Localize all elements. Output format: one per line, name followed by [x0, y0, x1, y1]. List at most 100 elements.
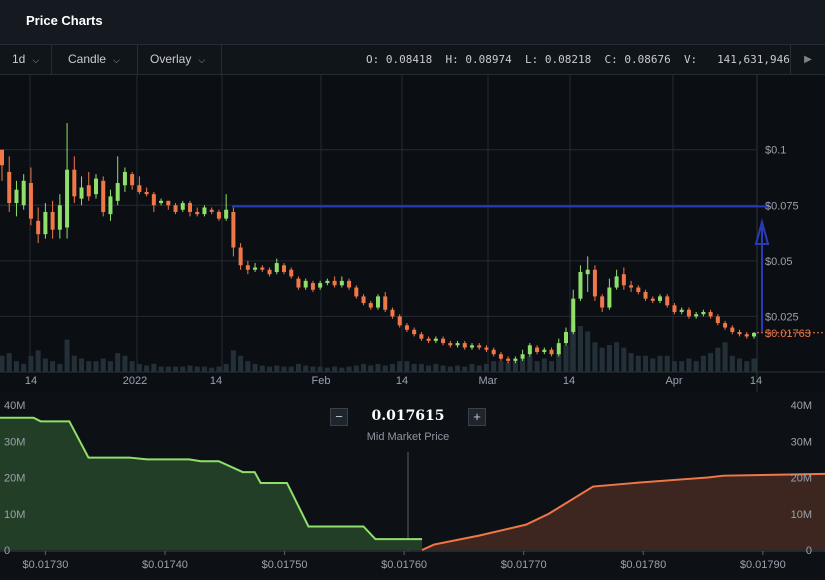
volume-bar	[635, 355, 641, 372]
candle-body	[390, 309, 395, 317]
overlay-dropdown[interactable]: Overlay ⌵	[138, 45, 222, 74]
candle-body	[412, 329, 417, 335]
depth-right-tick-label: 0	[806, 545, 812, 557]
volume-bar	[397, 361, 403, 372]
volume-bar	[42, 358, 48, 372]
volume-bar	[165, 366, 171, 372]
candle-body	[79, 187, 84, 199]
candle-body	[296, 278, 301, 288]
candle-body	[592, 269, 597, 297]
volume-bar	[389, 363, 395, 372]
candle-body	[267, 269, 272, 275]
price-axis-tick-label: $0.075	[765, 200, 799, 212]
candle	[629, 280, 634, 292]
play-button[interactable]: ▶	[790, 45, 825, 74]
volume-bar	[259, 365, 265, 372]
volume-bar	[223, 363, 229, 372]
candle-body	[50, 211, 55, 230]
high-label: H:	[445, 53, 459, 66]
candle-body	[549, 349, 554, 355]
volume-bar	[201, 366, 207, 372]
volume-bar	[686, 358, 692, 372]
candle-body	[752, 332, 756, 337]
candle-body	[665, 296, 670, 306]
candle-body	[607, 287, 612, 308]
zoom-in-button[interactable]: +	[468, 408, 486, 426]
depth-x-tick-label: $0.01740	[142, 559, 188, 571]
volume-bar	[585, 331, 591, 372]
candle	[441, 336, 446, 346]
interval-dropdown[interactable]: 1d ⌵	[0, 45, 52, 74]
candle-body	[426, 338, 431, 341]
play-icon: ▶	[804, 54, 812, 65]
volume-bar	[107, 361, 113, 372]
mid-market-price-label: Mid Market Price	[366, 431, 450, 443]
candle	[621, 267, 626, 290]
candle	[202, 205, 207, 217]
candle	[715, 314, 720, 326]
candle	[282, 263, 286, 275]
volume-bar	[129, 361, 135, 372]
candle-body	[672, 305, 677, 312]
chart-toolbar: 1d ⌵ Candle ⌵ Overlay ⌵ O: 0.08418 H: 0.089…	[0, 45, 825, 75]
candle	[701, 309, 706, 317]
volume-bar	[404, 361, 410, 372]
volume-bar	[440, 365, 446, 372]
candle-body	[564, 331, 568, 344]
candle-body	[383, 296, 388, 310]
candle	[723, 320, 728, 330]
low-value: 0.08218	[544, 53, 592, 66]
price-chart[interactable]: $0.1 $0.075 $0.05 $0.025 $0.01763 14 2022 14 Fe…	[0, 75, 825, 392]
volume-bar	[361, 363, 367, 372]
volume-bar	[447, 366, 453, 372]
candle	[535, 345, 540, 355]
time-axis-tick-label: 14	[563, 375, 575, 387]
candle	[752, 331, 756, 339]
plus-icon: +	[473, 409, 481, 424]
candle	[347, 278, 352, 290]
candle	[527, 343, 532, 357]
candle	[390, 307, 395, 319]
volume-bar	[115, 353, 121, 372]
candle	[679, 307, 684, 315]
candle-body	[643, 291, 648, 299]
candle	[173, 203, 178, 215]
depth-chart[interactable]: 40M 40M 30M 30M 20M 20M 10M 10M 0 0 $0.01730 $0.017…	[0, 393, 825, 580]
candle	[267, 267, 272, 277]
candle-body	[14, 189, 19, 204]
mid-market-price-value: 0.017615	[371, 408, 445, 424]
candle-body	[339, 280, 344, 286]
candle-body	[180, 203, 185, 210]
candle-body	[130, 174, 135, 186]
candle-body	[310, 283, 315, 290]
candle	[412, 327, 417, 337]
candle	[614, 269, 619, 290]
candle	[36, 207, 41, 244]
candle-body	[144, 191, 149, 195]
candle-body	[159, 200, 164, 204]
ask-depth-line	[421, 472, 825, 551]
candle	[0, 149, 4, 181]
volume-bar	[556, 353, 562, 372]
candle	[296, 276, 301, 290]
chart-type-dropdown[interactable]: Candle ⌵	[52, 45, 138, 74]
time-axis-tick-label: 14	[750, 375, 762, 387]
depth-left-tick-label: 40M	[4, 400, 25, 412]
ohlc-readout: O: 0.08418 H: 0.08974 L: 0.08218 C: 0.08…	[366, 45, 790, 74]
drawn-arrow-head[interactable]	[754, 218, 770, 245]
candle	[274, 258, 279, 275]
candle-body	[419, 334, 424, 339]
candle	[549, 347, 554, 357]
candle	[744, 331, 749, 339]
zoom-out-button[interactable]: −	[330, 408, 348, 426]
candle	[404, 323, 409, 332]
candle	[21, 174, 26, 210]
candle	[672, 303, 677, 315]
depth-x-tick-label: $0.01790	[740, 559, 786, 571]
candle-body	[462, 343, 467, 348]
candle	[419, 331, 424, 341]
chevron-down-icon: ⌵	[32, 55, 40, 65]
candle	[462, 340, 467, 350]
candle-body	[231, 211, 236, 248]
candle-body	[94, 178, 98, 195]
